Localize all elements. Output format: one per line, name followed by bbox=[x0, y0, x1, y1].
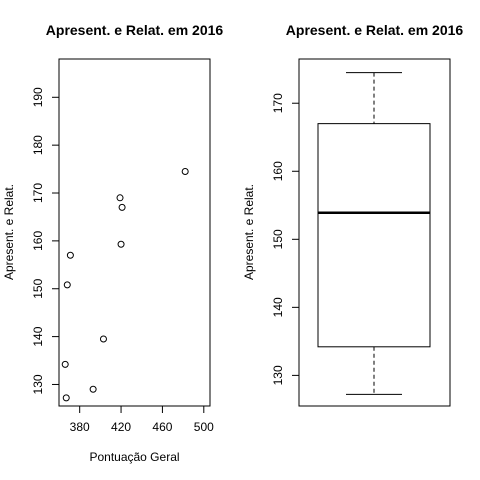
scatter-plot-frame bbox=[58, 58, 211, 407]
boxplot-y-tick-label: 130 bbox=[271, 365, 285, 385]
scatter-y-axis-label: Apresent. e Relat. bbox=[2, 184, 16, 280]
scatter-y-tick-label: 130 bbox=[31, 374, 45, 394]
scatter-point bbox=[99, 335, 107, 343]
scatter-points bbox=[61, 167, 189, 402]
scatter-x-axis-label: Pontuação Geral bbox=[89, 450, 179, 464]
scatter-point bbox=[181, 167, 189, 175]
scatter-point bbox=[117, 240, 125, 248]
scatter-point bbox=[63, 281, 71, 289]
scatter-x-axis: 380 420 460 500 bbox=[70, 405, 214, 434]
boxplot-y-tick-label: 140 bbox=[271, 297, 285, 317]
boxplot-panel: Apresent. e Relat. em 2016 1301401501601… bbox=[242, 22, 464, 407]
boxplot-iqr-box bbox=[317, 123, 431, 348]
scatter-y-axis: 130 140 150 160 170 180 190 bbox=[31, 87, 60, 394]
boxplot-title: Apresent. e Relat. em 2016 bbox=[286, 22, 464, 38]
boxplot-y-tick-label: 170 bbox=[271, 93, 285, 113]
scatter-point bbox=[66, 251, 74, 259]
scatter-x-tick-label: 380 bbox=[70, 420, 90, 434]
scatter-point bbox=[62, 394, 70, 402]
scatter-point bbox=[89, 385, 97, 393]
boxplot-y-tick-label: 160 bbox=[271, 161, 285, 181]
scatter-x-tick-label: 500 bbox=[194, 420, 214, 434]
scatter-point bbox=[116, 194, 124, 202]
scatter-panel: Apresent. e Relat. em 2016 380 420 460 500 … bbox=[2, 22, 223, 464]
boxplot-y-axis: 130 140 150 160 170 bbox=[271, 93, 300, 385]
scatter-point bbox=[61, 360, 69, 368]
scatter-y-tick-label: 170 bbox=[31, 183, 45, 203]
scatter-point bbox=[118, 203, 126, 211]
scatter-y-tick-label: 150 bbox=[31, 278, 45, 298]
scatter-y-tick-label: 160 bbox=[31, 231, 45, 251]
scatter-y-tick-label: 180 bbox=[31, 135, 45, 155]
scatter-y-tick-label: 190 bbox=[31, 87, 45, 107]
scatter-x-tick-label: 460 bbox=[152, 420, 172, 434]
scatter-y-tick-label: 140 bbox=[31, 326, 45, 346]
boxplot-box bbox=[317, 72, 431, 395]
scatter-x-tick-label: 420 bbox=[111, 420, 131, 434]
boxplot-y-axis-label: Apresent. e Relat. bbox=[242, 184, 256, 280]
scatter-title: Apresent. e Relat. em 2016 bbox=[46, 22, 224, 38]
boxplot-y-tick-label: 150 bbox=[271, 229, 285, 249]
